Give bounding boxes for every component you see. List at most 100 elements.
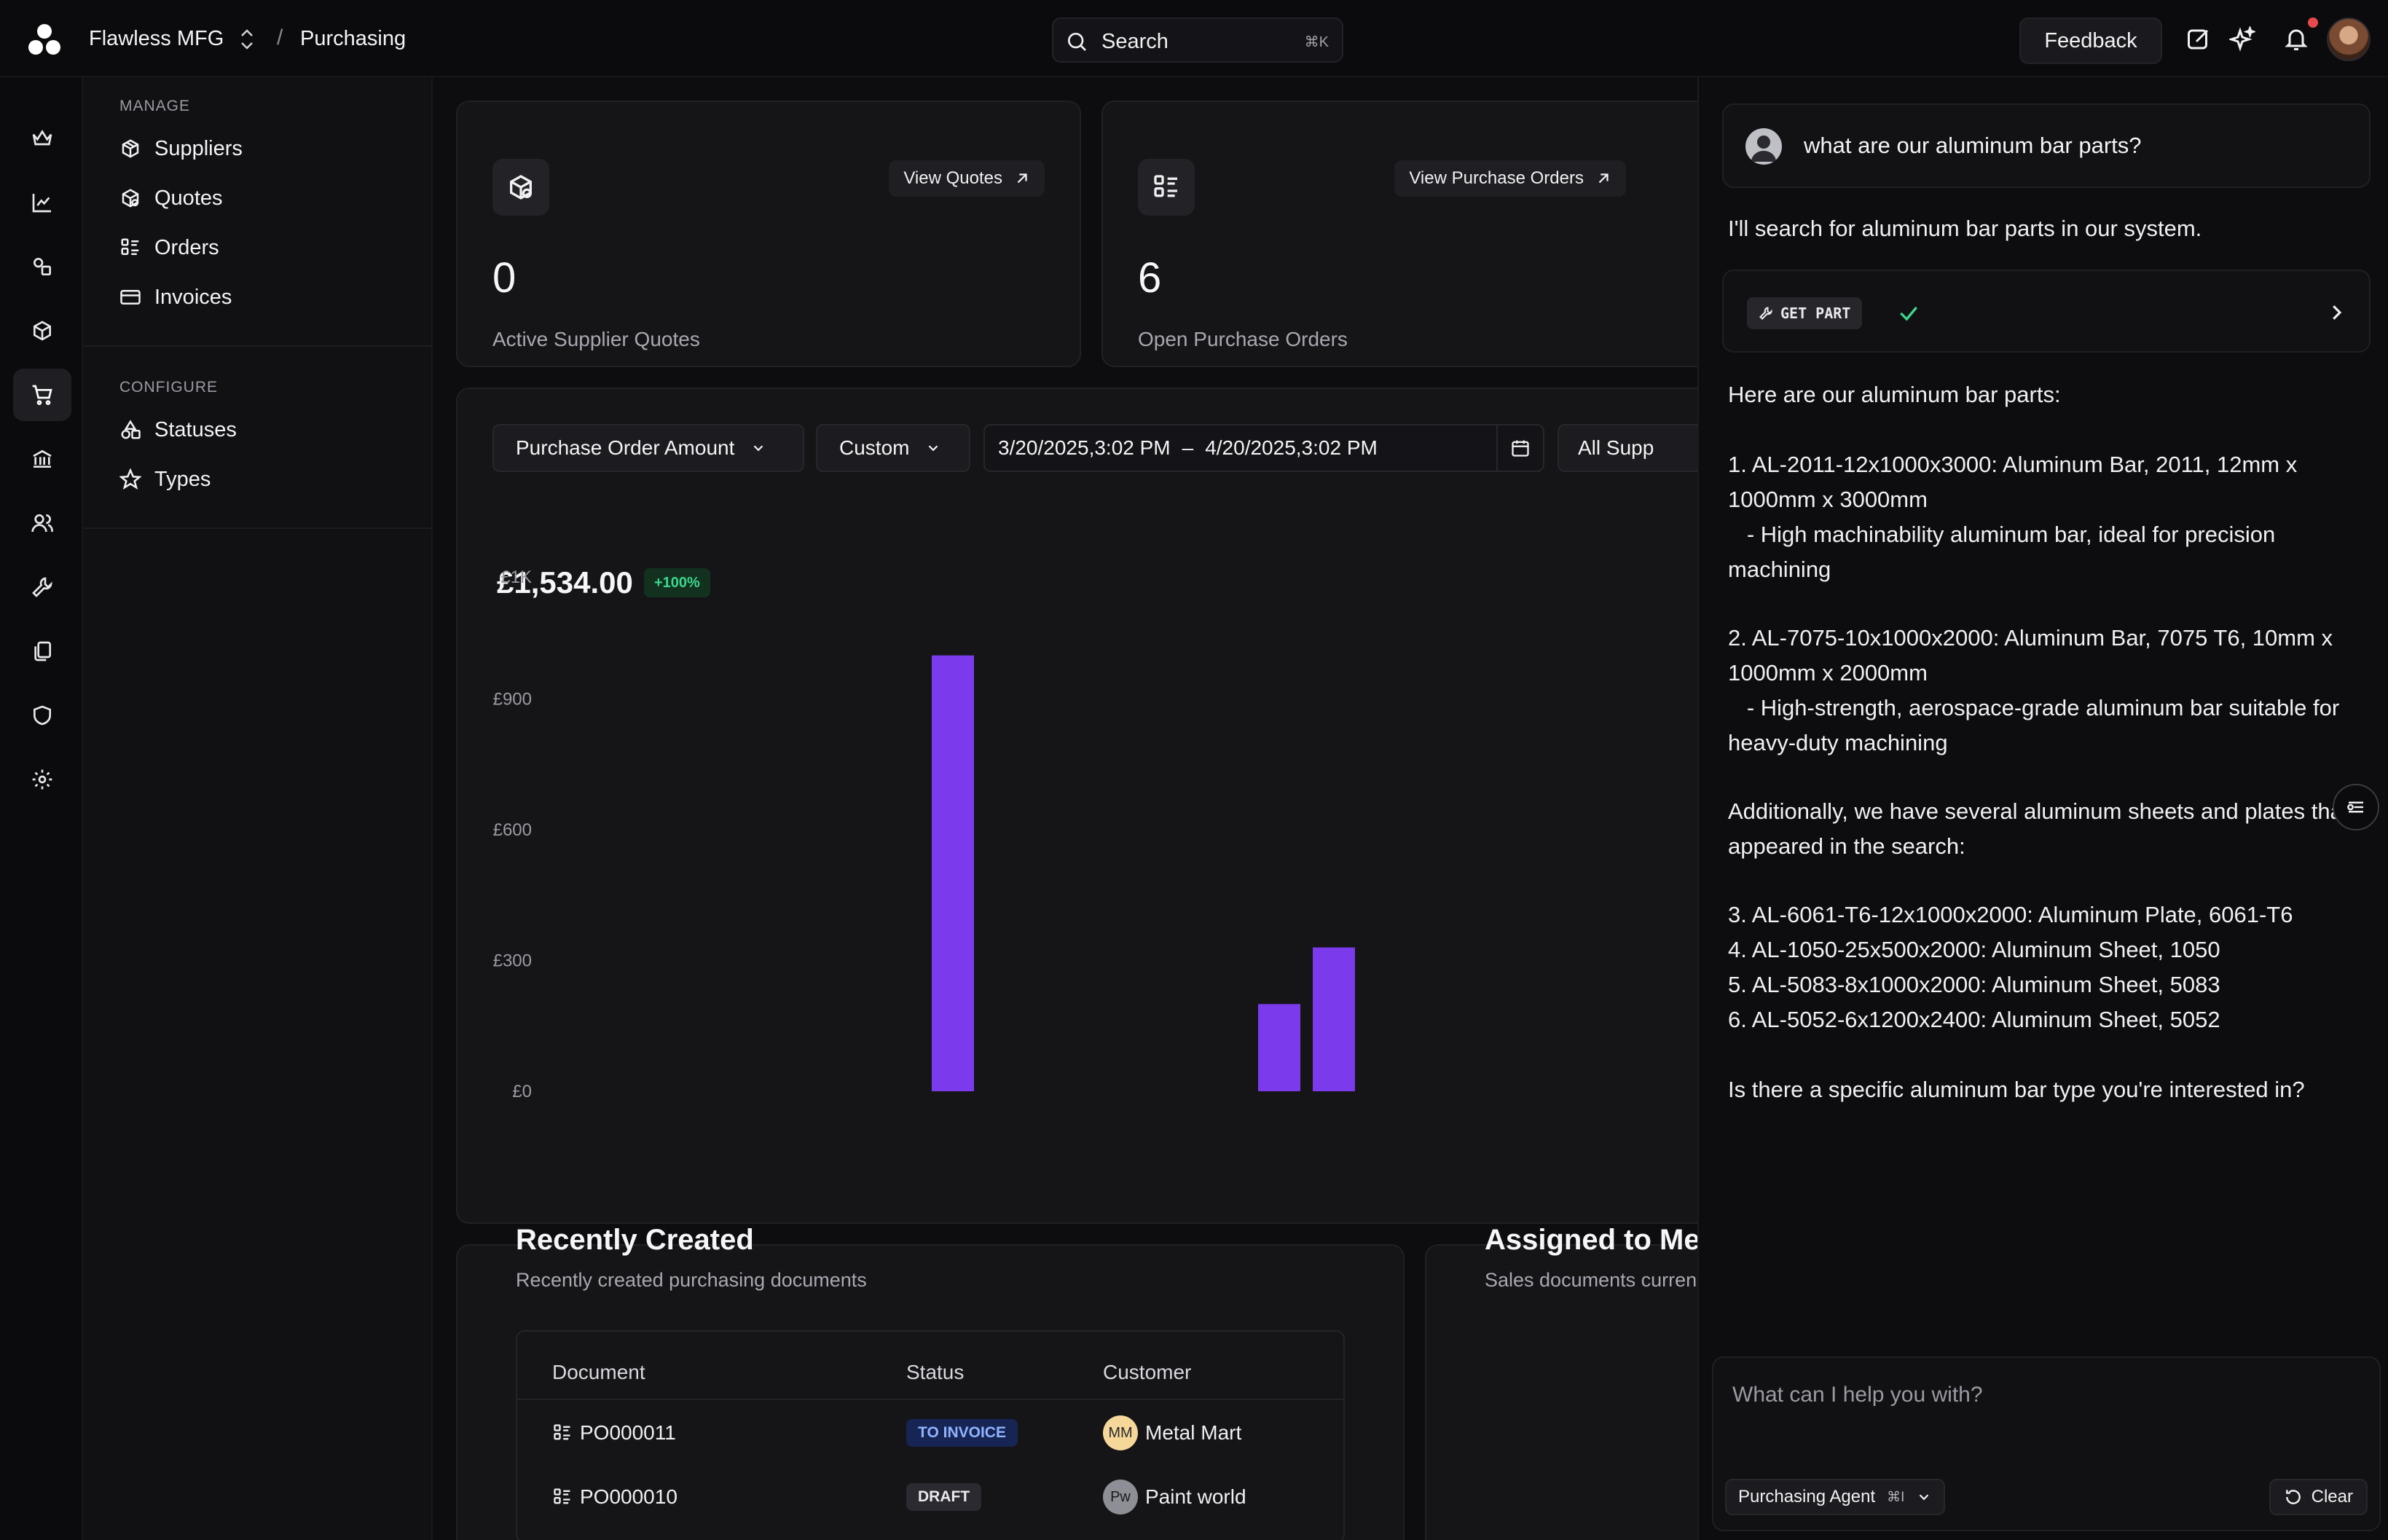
- user-avatar[interactable]: [2327, 17, 2371, 61]
- total-amount: £1,534.00: [497, 565, 633, 600]
- supplier-select[interactable]: All Supp: [1558, 424, 1697, 472]
- column-header-customer[interactable]: Customer: [1103, 1361, 1192, 1383]
- table-row-document-link[interactable]: PO000011: [552, 1415, 676, 1451]
- list-icon: [554, 1488, 570, 1504]
- table-header-divider: [517, 1399, 1343, 1400]
- recently-created-title: Recently Created: [516, 1224, 754, 1256]
- rail-bank-icon[interactable]: [13, 433, 71, 485]
- sidebar-item-statuses[interactable]: Statuses: [119, 412, 237, 447]
- breadcrumb-current[interactable]: Purchasing: [300, 27, 406, 50]
- app-logo-icon[interactable]: [28, 23, 61, 57]
- sidebar-item-invoices[interactable]: Invoices: [119, 280, 232, 315]
- rail-cart-icon[interactable]: [13, 369, 71, 421]
- card-icon-wrapper: [492, 159, 549, 216]
- sidebar-item-label: Suppliers: [154, 136, 243, 160]
- quotes-summary-card: View Quotes 0 Active Supplier Quotes: [456, 101, 1081, 367]
- assistant-item-3: 3. AL-6061-T6-12x1000x2000: Aluminum Pla…: [1728, 902, 2293, 927]
- assistant-intro: I'll search for aluminum bar parts in ou…: [1728, 216, 2202, 241]
- user-message: what are our aluminum bar parts?: [1722, 103, 2371, 188]
- clear-button[interactable]: Clear: [2269, 1479, 2368, 1515]
- range-select[interactable]: Custom: [816, 424, 970, 472]
- sidebar-item-suppliers[interactable]: Suppliers: [119, 131, 243, 166]
- rail-users-icon[interactable]: [13, 497, 71, 549]
- column-header-document[interactable]: Document: [552, 1361, 645, 1383]
- user-avatar-icon: [1745, 128, 1782, 165]
- sidebar-item-quotes[interactable]: Quotes: [119, 181, 223, 216]
- sidebar-item-types[interactable]: Types: [119, 462, 211, 497]
- arrow-up-right-icon: [1598, 173, 1609, 184]
- rail-documents-icon[interactable]: [13, 625, 71, 677]
- y-tick-label: £1K: [500, 567, 532, 587]
- metric-select[interactable]: Purchase Order Amount: [492, 424, 804, 472]
- assistant-item-6: 6. AL-5052-6x1200x2400: Aluminum Sheet, …: [1728, 1007, 2220, 1032]
- chart-bar[interactable]: [932, 655, 974, 1091]
- user-message-text: what are our aluminum bar parts?: [1804, 133, 2142, 158]
- credit-card-icon: [120, 290, 141, 305]
- chevron-down-icon: [1920, 1494, 1929, 1501]
- assistant-additional: Additionally, we have several aluminum s…: [1728, 798, 2349, 859]
- calendar-button[interactable]: [1496, 425, 1543, 471]
- assigned-subtitle: Sales documents curren: [1485, 1269, 1697, 1291]
- rail-shield-icon[interactable]: [13, 689, 71, 742]
- search-icon: [1068, 33, 1086, 51]
- org-name[interactable]: Flawless MFG: [89, 27, 224, 50]
- sidebar-divider: [83, 527, 433, 529]
- assistant-heading: Here are our aluminum bar parts:: [1728, 382, 2061, 407]
- star-icon: [119, 468, 141, 490]
- assistant-item-5: 5. AL-5083-8x1000x2000: Aluminum Sheet, …: [1728, 972, 2220, 997]
- assistant-closing: Is there a specific aluminum bar type yo…: [1728, 1077, 2305, 1102]
- main-content: View Quotes 0 Active Supplier Quotes Vie…: [433, 77, 1697, 1540]
- notification-dot: [2308, 17, 2318, 28]
- chart-bar[interactable]: [1258, 1004, 1300, 1091]
- section-title-manage: MANAGE: [119, 98, 191, 114]
- table-row-document-link[interactable]: PO000010: [552, 1479, 677, 1515]
- tool-tag: GET PART: [1747, 297, 1863, 329]
- date-to[interactable]: 4/20/2025,3:02 PM: [1205, 436, 1378, 459]
- customer-avatar: MM: [1103, 1415, 1138, 1450]
- metric-select-value: Purchase Order Amount: [516, 436, 735, 459]
- bell-icon[interactable]: [2283, 26, 2309, 52]
- rail-shapes-icon[interactable]: [13, 240, 71, 293]
- chevron-up-down-icon[interactable]: [237, 28, 256, 51]
- refresh-icon: [2285, 1490, 2301, 1504]
- sidebar-item-orders[interactable]: Orders: [119, 230, 219, 265]
- supplier-select-value: All Supp: [1578, 436, 1654, 459]
- rail-wrench-icon[interactable]: [13, 561, 71, 613]
- chat-input-box[interactable]: What can I help you with? Purchasing Age…: [1712, 1356, 2381, 1531]
- rail-cube-icon[interactable]: [13, 305, 71, 357]
- floating-toggle-button[interactable]: [2333, 784, 2379, 830]
- date-from[interactable]: 3/20/2025,3:02 PM: [998, 436, 1171, 459]
- calendar-icon: [1512, 440, 1529, 457]
- top-bar: Flawless MFG / Purchasing Search ⌘K Feed…: [0, 0, 2388, 77]
- table-row-customer: Pw Paint world: [1103, 1479, 1246, 1515]
- delta-badge: +100%: [644, 568, 710, 597]
- view-quotes-link[interactable]: View Quotes: [889, 160, 1045, 197]
- y-tick-label: £900: [493, 690, 532, 710]
- agent-select[interactable]: Purchasing Agent ⌘I: [1725, 1479, 1946, 1515]
- tool-call-card[interactable]: GET PART: [1722, 270, 2371, 353]
- document-id: PO000010: [580, 1485, 677, 1508]
- search-placeholder: Search: [1101, 30, 1169, 53]
- view-purchase-orders-link[interactable]: View Purchase Orders: [1394, 160, 1626, 197]
- sparkles-icon[interactable]: [2229, 26, 2255, 52]
- chart-bar[interactable]: [1313, 947, 1355, 1091]
- range-select-value: Custom: [839, 436, 910, 459]
- tool-name: GET PART: [1780, 305, 1851, 322]
- chevron-right-icon: [2333, 305, 2342, 320]
- rail-gear-icon[interactable]: [13, 753, 71, 806]
- open-orders-label: Open Purchase Orders: [1138, 328, 1348, 350]
- assistant-item-2: 2. AL-7075-10x1000x2000: Aluminum Bar, 7…: [1728, 625, 2333, 685]
- y-tick-label: £300: [493, 951, 532, 971]
- clear-label: Clear: [2311, 1487, 2353, 1506]
- edit-icon[interactable]: [2185, 26, 2212, 52]
- date-range-picker[interactable]: 3/20/2025,3:02 PM – 4/20/2025,3:02 PM: [983, 424, 1544, 472]
- quote-package-icon: [122, 189, 139, 208]
- assistant-item-1: 1. AL-2011-12x1000x3000: Aluminum Bar, 2…: [1728, 452, 2298, 512]
- rail-crown-icon[interactable]: [13, 112, 71, 165]
- feedback-button[interactable]: Feedback: [2019, 17, 2162, 64]
- search-bar[interactable]: Search ⌘K: [1052, 17, 1343, 63]
- view-purchase-orders-label: View Purchase Orders: [1409, 168, 1584, 188]
- rail-chart-icon[interactable]: [13, 176, 71, 229]
- column-header-status[interactable]: Status: [906, 1361, 965, 1383]
- y-tick-label: £600: [493, 820, 532, 840]
